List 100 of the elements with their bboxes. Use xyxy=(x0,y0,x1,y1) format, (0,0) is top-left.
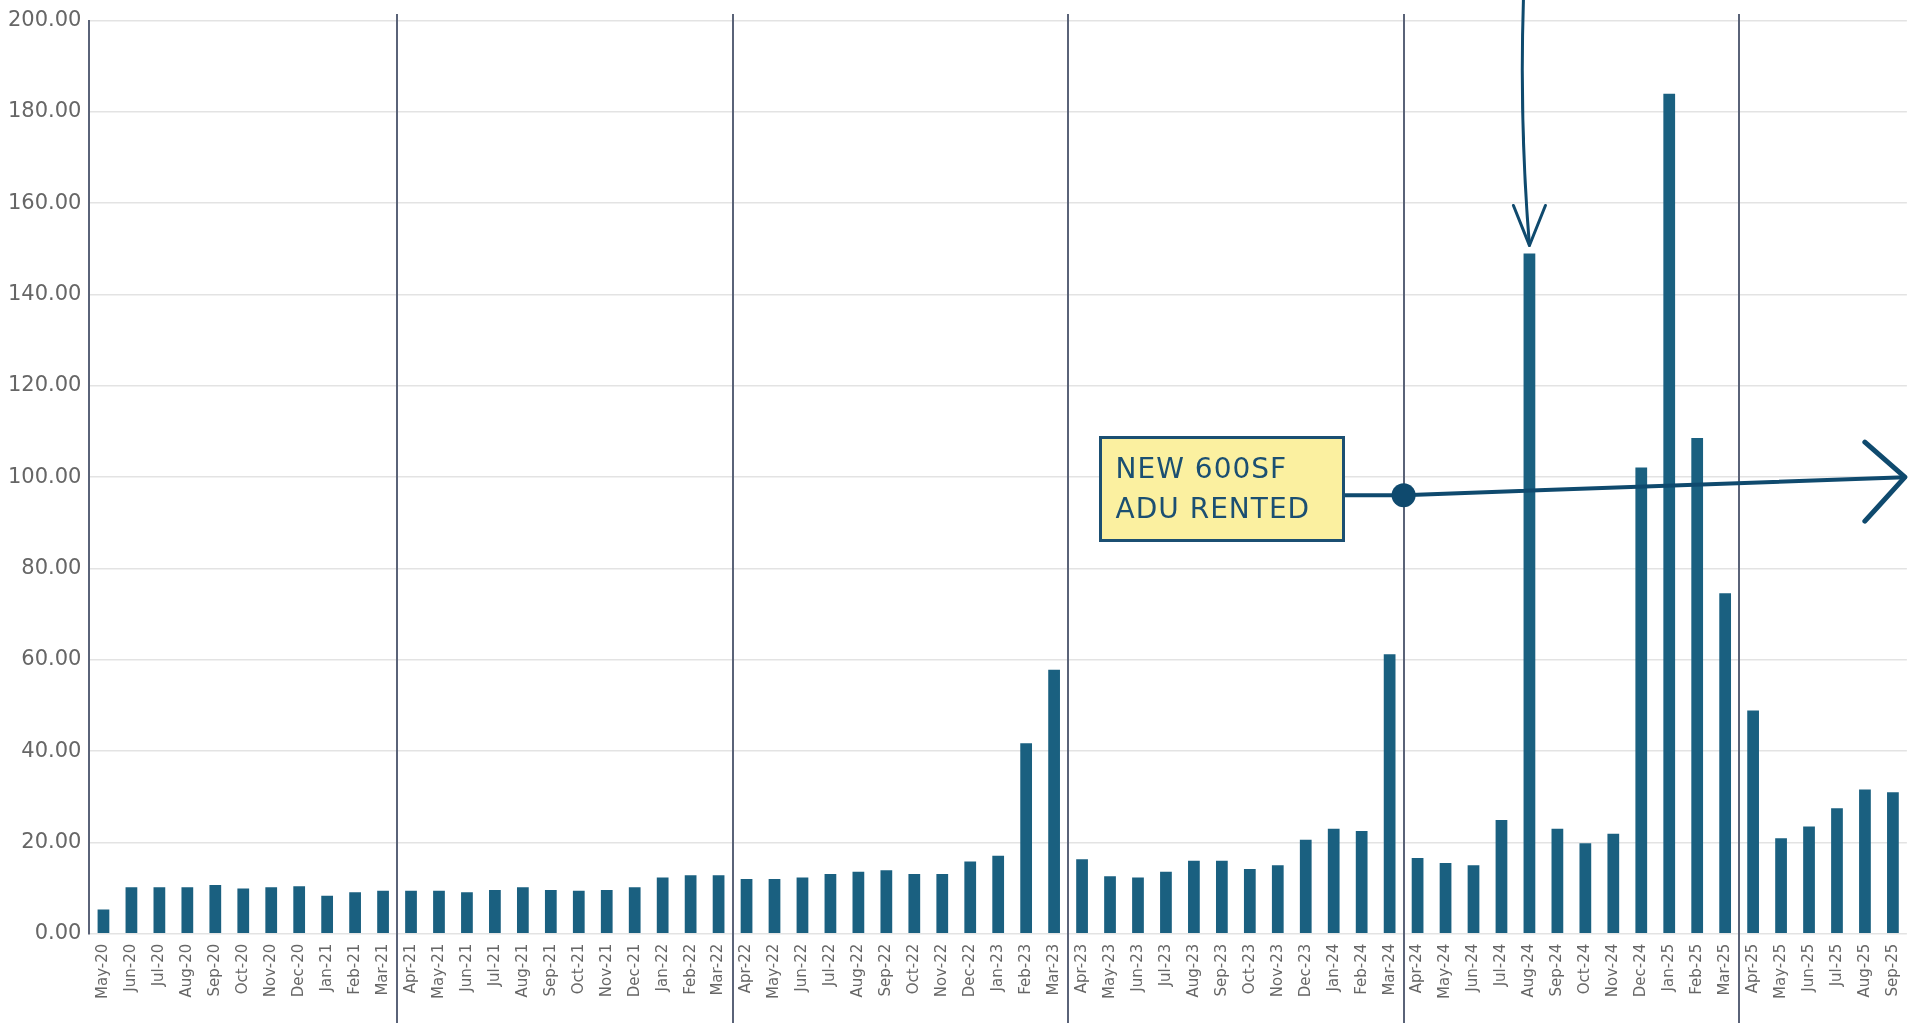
x-tick-label: Sep-23 xyxy=(1211,943,1230,997)
bar xyxy=(1188,860,1200,933)
bar xyxy=(1607,833,1620,933)
x-tick-label: Jan-24 xyxy=(1323,943,1342,993)
x-tick-label: Jan-25 xyxy=(1659,943,1678,993)
bar xyxy=(796,877,809,933)
x-tick-label: Feb-24 xyxy=(1351,943,1370,995)
bar xyxy=(1803,826,1815,933)
x-tick-label: Dec-21 xyxy=(624,943,643,998)
x-tick-label: Jul-25 xyxy=(1826,943,1845,988)
y-tick-label: 140.00 xyxy=(8,281,82,305)
bar xyxy=(1887,792,1899,933)
x-tick-label: Feb-23 xyxy=(1016,943,1035,995)
x-tick-label: Jul-20 xyxy=(149,943,168,988)
bar xyxy=(97,909,110,933)
bar xyxy=(964,861,977,933)
bar xyxy=(1160,871,1172,933)
y-tick-label: 100.00 xyxy=(8,463,82,488)
bar xyxy=(377,890,389,933)
x-tick-label: Jul-22 xyxy=(820,943,839,988)
bar xyxy=(852,871,865,933)
x-tick-label: Apr-22 xyxy=(736,943,755,994)
bar xyxy=(1076,859,1088,933)
x-tick-label: May-21 xyxy=(428,943,447,999)
x-tick-label: Apr-23 xyxy=(1071,943,1090,994)
bar xyxy=(1467,865,1480,933)
bar xyxy=(1439,862,1452,933)
bar xyxy=(1635,467,1648,933)
x-tick-label: Aug-21 xyxy=(512,943,531,998)
bar xyxy=(516,887,529,933)
x-tick-label: Dec-22 xyxy=(960,943,979,998)
bar xyxy=(237,888,250,933)
bar xyxy=(908,873,921,933)
bar xyxy=(1691,437,1704,933)
x-tick-label: Aug-20 xyxy=(177,943,196,998)
bar xyxy=(936,873,949,933)
x-tick-label: Dec-23 xyxy=(1295,943,1314,998)
x-tick-label: Oct-20 xyxy=(233,943,252,995)
x-tick-label: Aug-25 xyxy=(1854,943,1873,998)
bar xyxy=(880,870,893,933)
bar xyxy=(1104,876,1116,933)
x-tick-label: Feb-22 xyxy=(680,943,699,995)
x-tick-label: Jun-24 xyxy=(1463,943,1482,993)
bar xyxy=(684,875,697,933)
x-tick-label: May-23 xyxy=(1099,943,1118,999)
x-tick-label: Jun-22 xyxy=(792,943,811,993)
x-tick-label: Mar-23 xyxy=(1043,943,1062,996)
x-tick-label: Sep-21 xyxy=(540,943,559,997)
y-tick-label: 60.00 xyxy=(21,646,82,671)
x-tick-label: Oct-23 xyxy=(1239,943,1258,995)
bar xyxy=(1859,789,1871,933)
x-tick-label: Jun-21 xyxy=(456,943,475,993)
bar xyxy=(544,889,557,933)
bar xyxy=(712,875,725,933)
x-tick-label: Jun-20 xyxy=(121,943,140,993)
bar xyxy=(1327,828,1340,933)
x-tick-label: Aug-23 xyxy=(1183,943,1202,998)
bar xyxy=(1719,593,1732,933)
bar xyxy=(405,890,417,933)
x-tick-label: Mar-22 xyxy=(708,943,727,996)
bar xyxy=(628,887,641,933)
bar xyxy=(572,890,585,933)
x-tick-label: Nov-21 xyxy=(596,943,615,998)
bar xyxy=(1355,831,1368,933)
x-tick-label: Jul-24 xyxy=(1491,943,1510,988)
x-tick-label: Mar-21 xyxy=(372,943,391,996)
y-tick-label: 80.00 xyxy=(21,554,82,579)
x-tick-label: Dec-20 xyxy=(289,943,308,998)
bar xyxy=(600,889,613,933)
y-tick-label: 0.00 xyxy=(34,920,82,945)
bar xyxy=(1048,669,1060,933)
bar xyxy=(1495,820,1508,933)
x-tick-label: Nov-23 xyxy=(1267,943,1286,998)
bar xyxy=(293,886,306,933)
bar xyxy=(125,887,138,933)
x-tick-label: Jan-21 xyxy=(317,943,336,993)
x-tick-label: Oct-22 xyxy=(904,943,923,995)
x-tick-label: Jan-23 xyxy=(988,943,1007,993)
bar xyxy=(321,895,334,933)
bar xyxy=(1747,710,1759,933)
bar xyxy=(656,877,669,933)
x-tick-label: Sep-22 xyxy=(876,943,895,997)
x-tick-label: Feb-21 xyxy=(344,943,363,995)
bar xyxy=(1831,808,1843,933)
x-tick-label: Mar-24 xyxy=(1379,943,1398,996)
x-tick-label: Jan-22 xyxy=(652,943,671,993)
bar xyxy=(209,884,222,933)
bar xyxy=(181,887,194,933)
bar xyxy=(1132,877,1144,933)
sticky-note: NEW 600SF ADU RENTED xyxy=(1098,436,1345,543)
y-tick-label: 200.00 xyxy=(8,7,82,32)
x-tick-label: Dec-24 xyxy=(1631,943,1650,998)
x-tick-label: Apr-24 xyxy=(1407,943,1426,994)
x-tick-label: May-22 xyxy=(764,943,783,999)
bar xyxy=(433,890,445,933)
bar xyxy=(1411,857,1424,933)
x-tick-label: Sep-25 xyxy=(1882,943,1901,997)
bar xyxy=(461,892,473,933)
bar xyxy=(1523,253,1536,933)
bar xyxy=(1243,868,1256,933)
